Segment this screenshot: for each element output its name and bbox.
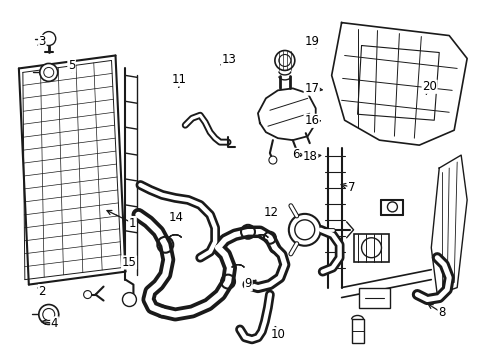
Text: 6: 6 (291, 148, 299, 161)
Circle shape (386, 202, 397, 212)
Polygon shape (430, 155, 466, 294)
Text: 12: 12 (263, 206, 278, 219)
Text: 20: 20 (421, 80, 436, 93)
Circle shape (41, 32, 56, 45)
Circle shape (39, 305, 59, 324)
Text: 19: 19 (304, 35, 319, 48)
Circle shape (122, 293, 136, 306)
Text: 16: 16 (304, 114, 319, 127)
Text: 5: 5 (68, 59, 75, 72)
Text: 14: 14 (168, 211, 183, 224)
Text: 17: 17 (304, 82, 319, 95)
Circle shape (40, 63, 58, 81)
Text: 9: 9 (244, 278, 252, 291)
Circle shape (274, 50, 294, 71)
Text: 3: 3 (39, 35, 46, 49)
Text: 10: 10 (271, 328, 285, 341)
Text: 4: 4 (51, 317, 58, 330)
Polygon shape (258, 88, 315, 140)
Bar (353, 234, 388, 262)
Text: 8: 8 (437, 306, 445, 319)
Circle shape (83, 291, 91, 298)
Text: 1: 1 (128, 216, 136, 230)
Polygon shape (331, 23, 466, 145)
Text: 2: 2 (39, 285, 46, 298)
Circle shape (288, 214, 320, 246)
Text: 15: 15 (122, 256, 136, 269)
Bar (351, 319, 363, 343)
Text: 11: 11 (171, 73, 186, 86)
Bar (358, 288, 389, 307)
Text: 18: 18 (302, 150, 317, 163)
Text: 13: 13 (221, 53, 236, 66)
Circle shape (268, 156, 276, 164)
Text: 7: 7 (347, 181, 355, 194)
